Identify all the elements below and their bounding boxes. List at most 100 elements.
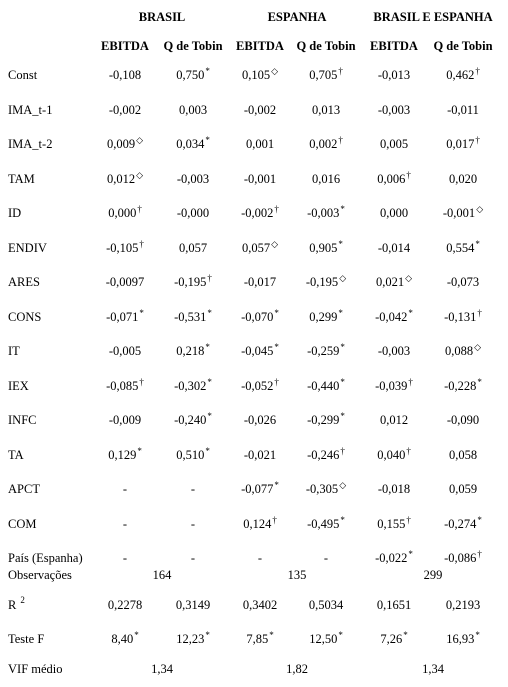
table-cell: -0,022* xyxy=(375,549,413,565)
significance-mark: * xyxy=(475,238,480,249)
table-cell: 135 xyxy=(287,568,307,582)
group-header: ESPANHA xyxy=(267,10,327,24)
table-cell: 0,554* xyxy=(446,238,480,255)
table-cell: -0,009 xyxy=(108,413,142,427)
table-cell: -0,195◇ xyxy=(305,273,347,289)
table-cell: 16,93* xyxy=(446,630,480,646)
column-header: Q de Tobin xyxy=(433,39,493,53)
table-cell: - xyxy=(190,551,196,565)
table-cell: -0,299* xyxy=(307,411,345,427)
significance-mark: * xyxy=(475,630,480,640)
significance-mark: * xyxy=(207,307,212,318)
table-cell: 0,000† xyxy=(108,204,142,220)
table-cell: -0,002 xyxy=(108,102,142,117)
row-label: COM xyxy=(8,516,37,531)
table-cell: 0,013 xyxy=(311,102,341,117)
significance-mark: † xyxy=(338,66,343,76)
significance-mark: * xyxy=(269,630,274,640)
table-cell: -0,013 xyxy=(377,68,411,82)
significance-mark: * xyxy=(338,630,343,640)
table-cell: -0,001 xyxy=(243,171,277,186)
significance-mark: † xyxy=(274,376,279,387)
table-cell: 0,021◇ xyxy=(375,273,413,289)
table-cell: -0,003* xyxy=(307,204,345,220)
table-cell: 0,016 xyxy=(311,171,341,186)
table-cell: 8,40* xyxy=(111,630,139,646)
table-cell: -0,440* xyxy=(307,376,345,393)
significance-mark: † xyxy=(406,169,411,180)
table-cell: -0,071* xyxy=(106,307,144,324)
row-label: Teste F xyxy=(8,632,45,646)
table-cell: 0,105◇ xyxy=(241,66,279,82)
table-cell: -0,017 xyxy=(243,275,277,289)
group-header: BRASIL xyxy=(138,10,186,24)
significance-mark: * xyxy=(205,66,210,76)
row-label: IT xyxy=(8,344,20,358)
significance-mark: ◇ xyxy=(474,342,482,352)
column-header: EBITDA xyxy=(370,39,418,53)
table-cell: -0,005 xyxy=(108,344,142,358)
significance-mark: ◇ xyxy=(136,135,144,145)
table-cell: -0,495* xyxy=(307,514,345,531)
table-cell: - xyxy=(257,551,263,565)
row-label: ENDIV xyxy=(8,240,47,255)
table-cell: -0,026 xyxy=(243,413,277,427)
significance-mark: * xyxy=(340,204,345,214)
table-cell: -0,305◇ xyxy=(305,480,347,496)
table-cell: -0,240* xyxy=(174,411,212,427)
significance-mark: * xyxy=(139,307,144,318)
table-cell: -0,042* xyxy=(375,307,413,324)
significance-mark: * xyxy=(408,307,413,318)
significance-mark: ◇ xyxy=(339,480,347,490)
table-cell: - xyxy=(122,551,128,565)
table-cell: 0,034* xyxy=(176,135,210,151)
table-cell: 0,001 xyxy=(245,137,275,151)
significance-mark: † xyxy=(338,135,343,145)
table-cell: -0,003 xyxy=(377,344,411,358)
row-label: IMA_t-1 xyxy=(8,102,53,117)
table-cell: - xyxy=(122,482,128,496)
table-cell: -0,011 xyxy=(447,102,479,117)
row-label: TAM xyxy=(8,171,35,186)
table-cell: -0,003 xyxy=(377,102,411,117)
table-cell: 1,34 xyxy=(422,662,444,676)
table-cell: -0,108 xyxy=(108,68,142,82)
significance-mark: † xyxy=(274,204,279,214)
table-cell: 12,50* xyxy=(309,630,343,646)
table-cell: 7,26* xyxy=(380,630,408,646)
significance-mark: * xyxy=(205,342,210,352)
significance-mark: * xyxy=(340,411,345,421)
significance-mark: † xyxy=(139,238,144,249)
row-label: ARES xyxy=(8,275,40,289)
table-cell: -0,531* xyxy=(174,307,212,324)
table-cell: 0,003 xyxy=(178,102,208,117)
table-cell: 0,905* xyxy=(309,238,343,255)
significance-mark: * xyxy=(477,514,482,525)
table-cell: 0,012 xyxy=(379,413,409,427)
table-cell: 0,750* xyxy=(176,66,210,82)
significance-mark: † xyxy=(408,376,413,387)
significance-mark: * xyxy=(338,238,343,249)
significance-mark: * xyxy=(205,630,210,640)
table-cell: 0,057◇ xyxy=(241,238,279,255)
significance-mark: ◇ xyxy=(136,169,144,180)
significance-mark: † xyxy=(406,514,411,525)
table-cell: -0,077* xyxy=(241,480,279,496)
table-cell: 0,3149 xyxy=(175,598,211,612)
significance-mark: * xyxy=(205,445,210,456)
table-cell: -0,002† xyxy=(241,204,279,220)
table-cell: 0,058 xyxy=(448,447,478,462)
significance-mark: † xyxy=(207,273,212,283)
significance-mark: * xyxy=(205,135,210,145)
significance-mark: † xyxy=(475,66,480,76)
table-cell: -0,246† xyxy=(307,445,345,462)
significance-mark: * xyxy=(274,307,279,318)
significance-mark: * xyxy=(207,411,212,421)
row-label: Observações xyxy=(8,568,72,582)
table-cell: -0,001◇ xyxy=(442,204,484,220)
significance-mark: * xyxy=(340,514,345,525)
row-label: ID xyxy=(8,206,22,220)
significance-mark: * xyxy=(274,480,279,490)
table-cell: - xyxy=(323,551,329,565)
